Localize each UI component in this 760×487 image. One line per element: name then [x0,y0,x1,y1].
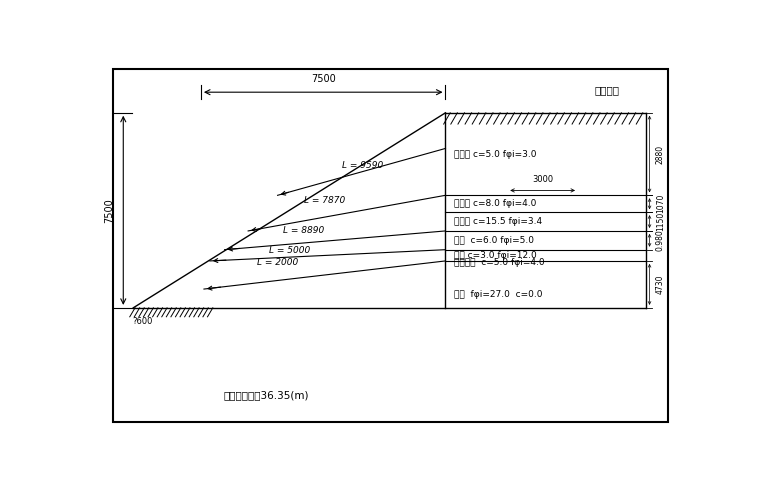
Text: 7500: 7500 [311,74,336,84]
Text: L = 9590: L = 9590 [342,161,384,170]
Text: 粨性土 c=15.5 fφi=3.4: 粨性土 c=15.5 fφi=3.4 [454,217,543,226]
Text: 粉砂 c=3.0 fφi=12.0: 粉砂 c=3.0 fφi=12.0 [454,251,537,260]
Text: 1070: 1070 [656,194,665,213]
Text: L = 5000: L = 5000 [269,246,310,255]
Text: 卵石  fφi=27.0  c=0.0: 卵石 fφi=27.0 c=0.0 [454,290,543,299]
Text: 4730: 4730 [656,275,665,294]
Text: 粉质穘土  c=5.0 fφi=4.0: 粉质穘土 c=5.0 fφi=4.0 [454,258,545,267]
Text: 3000: 3000 [532,175,553,185]
Text: 粨性土 c=8.0 fφi=4.0: 粨性土 c=8.0 fφi=4.0 [454,200,537,208]
Text: 土层参数: 土层参数 [595,85,620,95]
Text: 2880: 2880 [656,145,665,164]
Text: 土钉总长度卧36.35(m): 土钉总长度卧36.35(m) [223,390,309,400]
Text: 0.980: 0.980 [656,229,665,251]
Text: L = 2000: L = 2000 [257,258,298,267]
Text: L = 7870: L = 7870 [304,196,345,205]
Text: 粉土  c=6.0 fφi=5.0: 粉土 c=6.0 fφi=5.0 [454,236,534,245]
Text: 7500: 7500 [104,198,114,223]
Text: 1150: 1150 [656,212,665,231]
Text: ?600: ?600 [132,317,153,325]
Text: L = 8890: L = 8890 [283,225,325,235]
Text: 素填土 c=5.0 fφi=3.0: 素填土 c=5.0 fφi=3.0 [454,150,537,159]
